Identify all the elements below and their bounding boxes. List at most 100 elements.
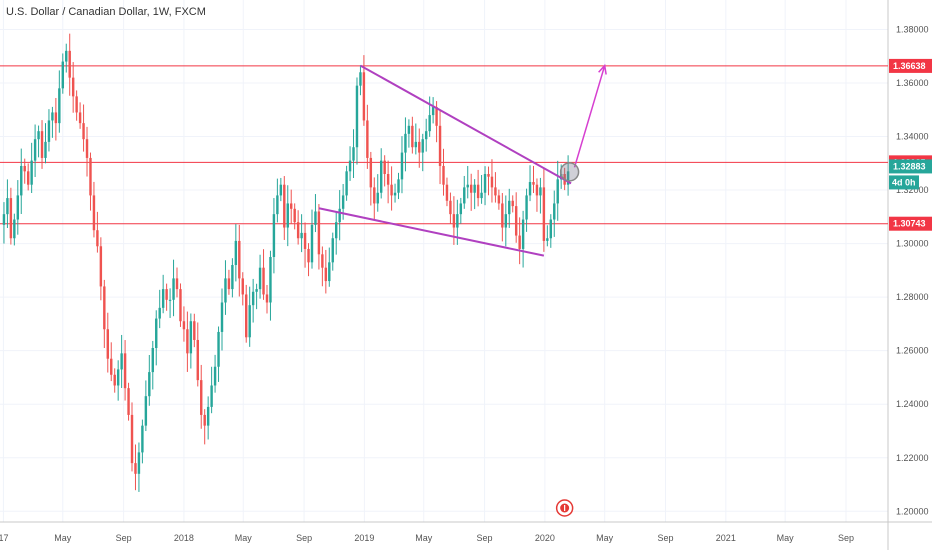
candle-body	[238, 240, 241, 279]
candle	[220, 288, 224, 351]
candle-body	[224, 278, 227, 303]
candle-body	[141, 425, 144, 453]
candle-body	[30, 160, 33, 185]
candle	[469, 173, 473, 211]
candle	[338, 190, 341, 241]
candle	[120, 334, 123, 388]
candlesticks	[2, 33, 570, 492]
current-price-tag-bg	[889, 159, 932, 174]
current-price-tag: 1.32883	[889, 159, 932, 174]
candle	[71, 62, 75, 113]
candle	[196, 322, 199, 387]
candle	[348, 146, 352, 181]
candle	[200, 364, 203, 429]
trendlines[interactable]	[318, 63, 607, 517]
candle-body	[44, 141, 47, 158]
event-marker-icon[interactable]	[555, 499, 574, 517]
candle-body	[58, 88, 61, 124]
candle-body	[466, 184, 469, 188]
time-tick-label: Sep	[477, 533, 493, 543]
candle	[265, 284, 269, 314]
candle	[148, 354, 151, 406]
candle-body	[345, 171, 348, 196]
candle-body	[168, 299, 172, 301]
breakout-highlight-marker[interactable]	[559, 162, 580, 182]
candle-body	[33, 139, 37, 161]
candle	[175, 267, 179, 298]
candle	[546, 225, 549, 247]
candle-body	[16, 195, 20, 220]
candle	[293, 203, 296, 230]
candle	[328, 247, 331, 287]
candle-body	[193, 321, 196, 340]
candle	[68, 33, 71, 96]
candle	[418, 128, 421, 168]
chart-title: U.S. Dollar / Canadian Dollar, 1W, FXCM	[6, 6, 206, 18]
candle-body	[321, 254, 324, 268]
candle-body	[393, 192, 397, 196]
candle-body	[414, 141, 418, 148]
candle	[480, 174, 483, 204]
time-axis[interactable]: 17 May Sep 2018 May Sep 2019 May Sep 2020 May Sep 20…	[0, 533, 854, 543]
candle	[549, 214, 553, 248]
candle	[262, 249, 265, 300]
candle	[206, 396, 210, 440]
price-tick-label: 1.24000	[896, 399, 929, 409]
candle	[314, 194, 317, 233]
candle	[386, 160, 390, 204]
countdown-text: 4d 0h	[892, 177, 916, 187]
time-tick-label: May	[777, 533, 795, 543]
candle-body	[435, 107, 438, 126]
candle-body	[397, 179, 400, 193]
candle-body	[165, 289, 168, 300]
price-axis[interactable]: 1.38000 1.36000 1.34000 1.32000 1.30000 1.280…	[896, 24, 929, 516]
candle	[539, 177, 542, 214]
candle	[490, 159, 494, 203]
trendline[interactable]	[359, 64, 572, 185]
candle	[355, 77, 359, 165]
candle	[376, 174, 379, 212]
candle	[151, 340, 154, 390]
candle-body	[54, 112, 58, 124]
candle	[82, 104, 85, 152]
candle-body	[348, 160, 352, 172]
candle-body	[116, 369, 120, 386]
price-tick-label: 1.30000	[896, 239, 929, 249]
candle-body	[200, 380, 203, 415]
candle-body	[258, 267, 262, 290]
candle-body	[556, 179, 559, 204]
candle	[269, 250, 272, 321]
time-tick-label: May	[54, 533, 72, 543]
candle	[542, 168, 546, 252]
candle-body	[283, 184, 286, 228]
candle	[130, 402, 134, 472]
candle	[165, 283, 168, 311]
price-tick-label: 1.32000	[896, 185, 929, 195]
candle-body	[463, 187, 466, 204]
candle	[463, 175, 466, 209]
candle-body	[528, 182, 532, 196]
horizontal-levels[interactable]	[0, 65, 888, 225]
level-tag-text: 1.30743	[893, 219, 926, 229]
candle-body	[501, 203, 504, 228]
candle	[414, 123, 418, 155]
projection-arrow[interactable]	[573, 63, 607, 168]
candle	[335, 211, 338, 255]
candle-body	[61, 61, 65, 89]
level-tag-bg	[889, 58, 932, 73]
level-tag-bg	[889, 216, 932, 231]
candle	[514, 192, 518, 243]
projection-arrow-head	[598, 63, 607, 75]
candle-body	[276, 195, 279, 215]
time-tick-label: May	[596, 533, 614, 543]
candle-body	[182, 321, 186, 330]
price-tick-label: 1.28000	[896, 292, 929, 302]
candle	[193, 313, 196, 348]
trendline[interactable]	[318, 207, 545, 257]
candle	[390, 166, 393, 211]
candle-body	[68, 50, 71, 78]
candle	[96, 211, 99, 253]
candle	[497, 189, 501, 210]
